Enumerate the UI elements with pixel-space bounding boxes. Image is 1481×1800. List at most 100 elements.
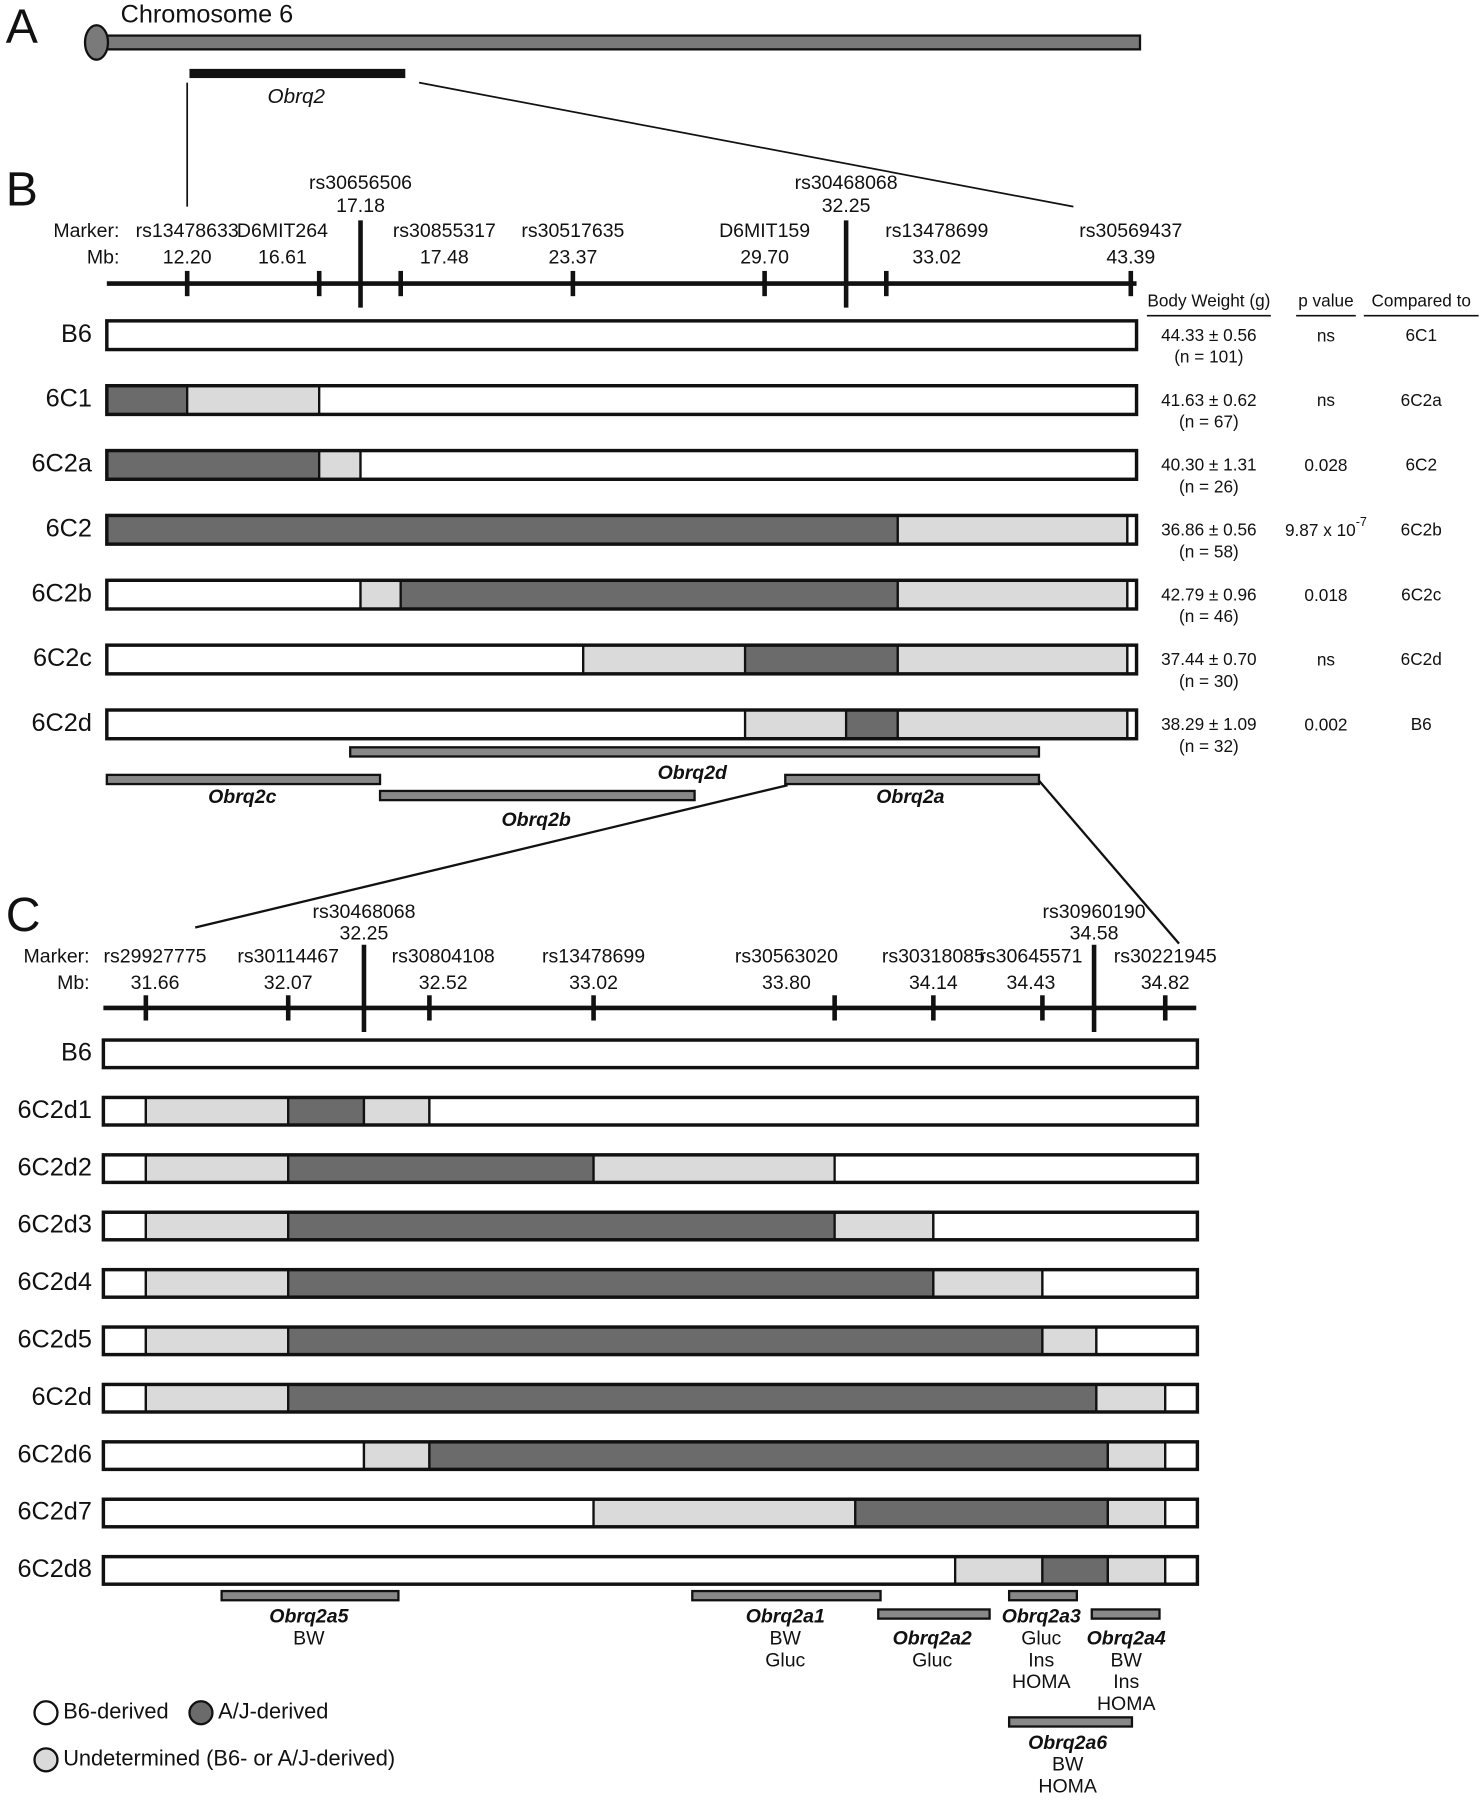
strain-name: 6C2a [32,450,93,478]
qtl-trait: Gluc [1021,1627,1061,1649]
qtl-label: Obrq2a6 [1028,1732,1107,1754]
genotype-segment [102,1440,366,1471]
sample-size: (n = 67) [1179,412,1239,432]
compared-to: 6C2 [1405,455,1437,475]
body-weight: 38.29 ± 1.09 [1161,714,1257,734]
zoom-line [194,784,788,929]
genotype-segment [362,1096,431,1127]
qtl-trait: Ins [1028,1649,1054,1671]
genotype-segment [318,384,1138,416]
compared-to: 6C2d [1401,649,1442,669]
legend-label: A/J-derived [218,1699,328,1724]
marker-mb: 17.18 [336,195,385,217]
marker-mb: 32.52 [419,972,468,994]
genotype-segment [833,1153,1199,1184]
genotype-segment [144,1268,290,1299]
qtl-trait: HOMA [1038,1776,1097,1798]
genotype-segment [1164,1555,1199,1586]
qtl-bar [220,1589,400,1602]
genotype-segment [287,1383,1098,1414]
strain-bar [101,1038,1200,1070]
sample-size: (n = 101) [1174,347,1243,367]
legend-label: Undetermined (B6- or A/J-derived) [63,1746,395,1771]
qtl-bar [784,773,1041,786]
marker-heading: Marker: [53,220,119,242]
strain-name: 6C2d2 [17,1153,91,1181]
genotype-segment [1106,1440,1167,1471]
p-value: 9.87 x 10-7 [1285,515,1367,539]
qtl-bar [378,789,696,802]
genotype-segment [833,1211,935,1241]
qtl-trait: BW [770,1627,802,1649]
genotype-segment [102,1211,148,1241]
qtl-label: Obrq2a4 [1087,1627,1166,1649]
qtl-bar [349,746,1041,758]
legend-swatch [33,1747,59,1773]
marker-mb: 31.66 [131,972,180,994]
sample-size: (n = 30) [1179,671,1239,691]
sample-size: (n = 26) [1179,476,1239,496]
marker-name: D6MIT264 [237,220,328,242]
genotype-segment [144,1211,290,1241]
strain-bar [101,1554,1200,1586]
marker-mb: 16.61 [258,246,307,268]
genotype-segment [1106,1498,1167,1528]
marker-name: rs13478633 [136,220,239,242]
marker-name: rs29927775 [104,946,207,968]
strain-bar [105,319,1139,352]
genotype-segment [105,319,1138,351]
strain-bar [101,1267,1200,1299]
p-value: 0.002 [1304,714,1347,734]
p-value-base: ns [1317,325,1335,345]
genotype-segment [1106,1555,1167,1586]
body-weight: 36.86 ± 0.56 [1161,519,1257,539]
table-header: p value [1298,290,1353,310]
genotype-segment [896,514,1129,546]
body-weight: 40.30 ± 1.31 [1161,455,1257,475]
qtl-label: Obrq2a [876,786,944,808]
genotype-segment [428,1096,1199,1127]
marker-name: rs30960190 [1043,901,1146,923]
mb-heading: Mb: [57,972,90,994]
genotype-segment [932,1211,1199,1241]
qtl-bar [1007,1589,1078,1602]
marker-mb: 34.58 [1070,923,1119,945]
genotype-segment [318,449,362,481]
genotype-segment [582,644,747,675]
qtl-bar [1007,1716,1134,1728]
genotype-segment [592,1153,836,1184]
body-weight: 44.33 ± 0.56 [1161,325,1257,345]
strain-name: 6C2d4 [17,1268,91,1296]
qtl-label: Obrq2a3 [1002,1606,1081,1628]
genotype-segment [287,1153,595,1184]
p-value-base: ns [1317,649,1335,669]
qtl-trait: Gluc [912,1649,952,1671]
p-value-base: ns [1317,390,1335,410]
qtl-trait: Ins [1113,1671,1139,1693]
qtl-bar [877,1608,991,1620]
marker-name: D6MIT159 [719,220,810,242]
p-value: ns [1317,390,1335,410]
genotype-segment [896,708,1129,740]
marker-name: rs30318085 [882,946,985,968]
strain-name: 6C2d8 [17,1555,91,1583]
genotype-segment [954,1555,1044,1586]
p-value: 0.018 [1304,584,1347,604]
strain-bar [101,1153,1200,1185]
body-weight: 42.79 ± 0.96 [1161,584,1257,604]
genotype-segment [102,1325,148,1356]
genotype-segment [399,579,899,611]
compared-to: 6C1 [1405,325,1437,345]
marker-name: rs30804108 [392,946,495,968]
genotype-segment [102,1555,957,1586]
strain-name: 6C2d7 [17,1498,91,1526]
marker-mb: 32.25 [340,923,389,945]
genotype-segment [1095,1383,1167,1414]
marker-name: rs30645571 [979,946,1082,968]
qtl-bar [691,1589,882,1602]
region-bar [189,68,406,79]
marker-name: rs30517635 [521,220,624,242]
strain-name: 6C2 [46,514,92,542]
marker-name: rs30855317 [393,220,496,242]
